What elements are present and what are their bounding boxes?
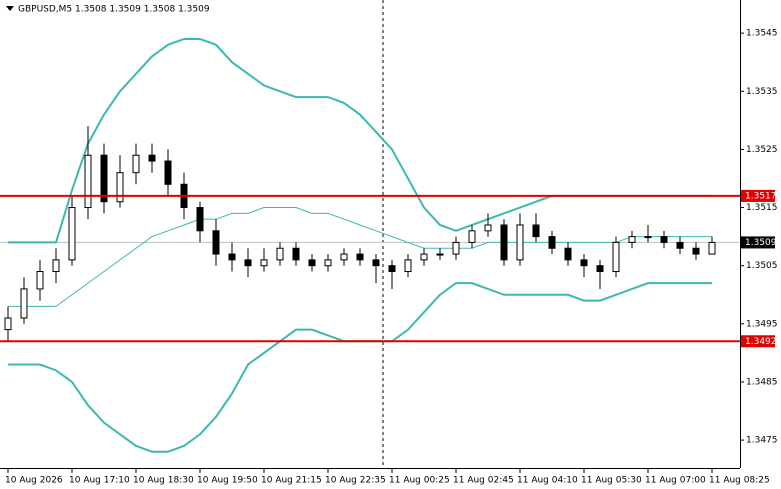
candle-body (564, 247, 572, 261)
y-tick-label: 1.3545 (746, 29, 778, 39)
candle-body (676, 241, 684, 249)
candle-body (84, 154, 92, 209)
candle-body (196, 207, 204, 232)
candle-body (324, 259, 332, 267)
candle-body (100, 154, 108, 203)
candle-body (580, 259, 588, 267)
x-tick-label: 11 Aug 08:25 (709, 476, 770, 486)
candle-body (36, 270, 44, 290)
candle-body (68, 207, 76, 261)
candle-body (372, 259, 380, 267)
candle-body (212, 230, 220, 255)
candle-body (52, 259, 60, 272)
candle-body (404, 259, 412, 272)
y-tick-label: 1.3515 (746, 203, 778, 213)
candle-body (708, 241, 716, 255)
level-label-box (741, 335, 775, 348)
x-tick-label: 11 Aug 00:25 (389, 476, 450, 486)
x-tick-label: 11 Aug 04:10 (517, 476, 578, 486)
candle-body (628, 236, 636, 243)
y-tick-label: 1.3535 (746, 87, 778, 97)
candle-body (500, 224, 508, 261)
x-tick-label: 10 Aug 17:10 (69, 476, 130, 486)
x-tick-label: 11 Aug 07:00 (645, 476, 706, 486)
candle-body (644, 236, 652, 239)
candle-body (692, 247, 700, 255)
x-tick-label: 11 Aug 02:45 (453, 476, 514, 486)
y-tick-label: 1.3485 (746, 377, 778, 387)
x-tick-label: 10 Aug 2026 (5, 476, 63, 486)
candle-body (356, 253, 364, 261)
x-tick-label: 11 Aug 05:30 (581, 476, 642, 486)
level-label-box (741, 189, 775, 202)
candle-body (612, 241, 620, 272)
candle-body (20, 288, 28, 319)
candle-body (340, 253, 348, 261)
candle-body (260, 259, 268, 267)
menu-arrow[interactable] (6, 6, 14, 11)
candle-body (132, 154, 140, 174)
candle-body (436, 253, 444, 256)
candle-body (244, 259, 252, 267)
candle-body (148, 154, 156, 162)
candle-body (420, 253, 428, 261)
x-tick-label: 10 Aug 19:50 (197, 476, 258, 486)
candle-body (596, 265, 604, 272)
level-label: 1.3517 (745, 191, 777, 201)
candle-body (292, 247, 300, 261)
candle-body (468, 230, 476, 243)
y-tick-label: 1.3475 (746, 436, 778, 446)
x-tick-label: 10 Aug 21:15 (261, 476, 322, 486)
candle-body (276, 247, 284, 261)
candle-body (484, 224, 492, 232)
y-tick-label: 1.3505 (746, 261, 778, 271)
y-tick-label: 1.3525 (746, 145, 778, 155)
candle-body (4, 317, 12, 331)
candle-body (452, 241, 460, 255)
last-price-box (741, 236, 775, 249)
candle-body (228, 253, 236, 261)
last-price-label: 1.3509 (745, 238, 777, 248)
candle-body (532, 224, 540, 238)
y-tick-label: 1.3495 (746, 319, 778, 329)
candle-body (308, 259, 316, 267)
candle-body (388, 265, 396, 272)
candle-body (516, 224, 524, 261)
candle-body (660, 236, 668, 243)
bollinger-band (8, 207, 712, 307)
plot-area (0, 37, 740, 453)
x-tick-label: 10 Aug 22:35 (325, 476, 386, 486)
candle-body (116, 172, 124, 203)
candle-body (164, 160, 172, 185)
level-label: 1.3492 (745, 337, 777, 347)
x-tick-label: 10 Aug 18:30 (133, 476, 194, 486)
candle-body (548, 236, 556, 249)
chart-title: GBPUSD,M5 1.3508 1.3509 1.3508 1.3509 (18, 5, 210, 15)
